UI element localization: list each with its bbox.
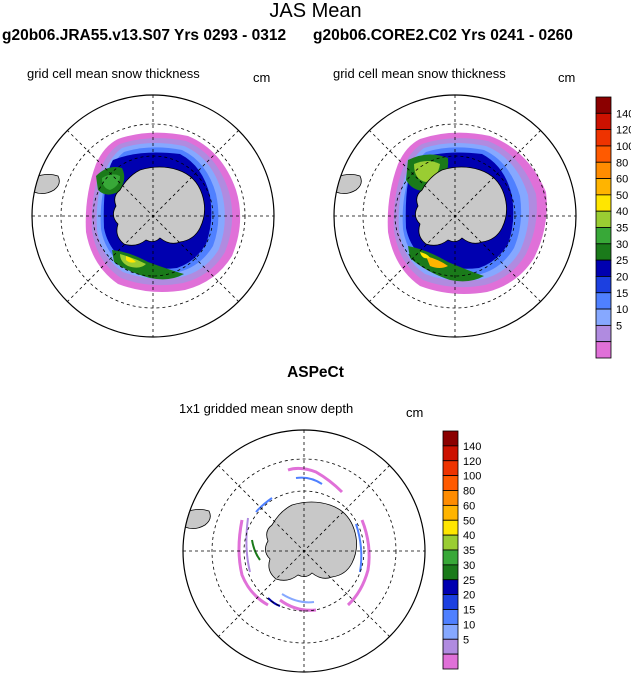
colorbar-swatch (595, 145, 612, 163)
bottom-panel-title: 1x1 gridded mean snow depth (179, 401, 354, 416)
colorbar-swatch (442, 653, 459, 670)
colorbar-swatch (595, 96, 612, 114)
colorbar-swatch (442, 579, 459, 596)
colorbar-label: 5 (463, 634, 469, 646)
colorbar-swatch (442, 475, 459, 491)
colorbar-swatch (442, 623, 459, 640)
colorbar-label: 60 (616, 174, 628, 186)
colorbar-label: 10 (463, 619, 475, 631)
colorbar-label: 100 (463, 471, 481, 483)
map-left-border (31, 94, 275, 338)
colorbar-swatch (442, 594, 459, 610)
map-bottom-border (182, 429, 426, 673)
colorbar-label: 60 (463, 500, 475, 512)
colorbar-swatch (442, 430, 459, 447)
snow-band-50 (420, 252, 430, 259)
colorbar-label: 80 (463, 486, 475, 498)
colorbar-swatch (595, 178, 612, 196)
observation-title: ASPeCt (287, 364, 344, 381)
antarctica-land (415, 166, 507, 246)
colorbar-label: 25 (463, 575, 475, 587)
colorbar-swatch (442, 564, 459, 581)
colorbar-swatch (442, 490, 459, 506)
colorbar-swatch (595, 161, 612, 179)
map-right (334, 95, 576, 337)
colorbar-label: 15 (616, 288, 628, 300)
colorbar-label: 50 (463, 515, 475, 527)
colorbar-swatch (595, 129, 612, 147)
left-case-title: g20b06.JRA55.v13.S07 Yrs 0293 - 0312 (2, 27, 287, 44)
colorbar-swatch (595, 308, 612, 326)
colorbar-label: 30 (616, 239, 628, 251)
colorbar-label: 40 (616, 206, 628, 218)
colorbar-label: 20 (616, 271, 628, 283)
colorbar-swatch (595, 227, 612, 245)
bottom-panel-unit: cm (406, 405, 424, 420)
colorbar-swatch (442, 445, 459, 462)
colorbar-swatch (595, 210, 612, 228)
colorbar-bottom: 140 120 100 80 60 50 40 35 30 25 20 15 10 5 (442, 430, 481, 670)
colorbar-label: 120 (616, 125, 631, 137)
colorbar-swatch (442, 638, 459, 655)
colorbar-swatch (442, 519, 459, 536)
map-bottom (183, 430, 425, 672)
colorbar-swatch (595, 292, 612, 310)
colorbar-swatch (595, 243, 612, 261)
left-panel-unit: cm (253, 70, 271, 85)
colorbar-swatch (442, 460, 459, 477)
colorbar-swatch (595, 112, 612, 131)
colorbar-swatch (442, 609, 459, 625)
colorbar-label: 35 (616, 223, 628, 235)
colorbar-label: 40 (463, 530, 475, 542)
snow-band-50 (126, 256, 136, 263)
colorbar-swatch (595, 341, 612, 359)
right-panel-title: grid cell mean snow thickness (333, 66, 506, 81)
map-left (32, 95, 274, 337)
colorbar-label: 140 (616, 108, 631, 120)
map-right-border (333, 94, 577, 338)
snow-band-60 (426, 256, 448, 268)
colorbar-label: 140 (463, 441, 481, 453)
colorbar-swatch (442, 534, 459, 551)
colorbar-swatch (595, 276, 612, 294)
colorbar-label: 35 (463, 545, 475, 557)
colorbar-swatch (595, 259, 612, 277)
colorbar-label: 30 (463, 560, 475, 572)
right-case-title: g20b06.CORE2.C02 Yrs 0241 - 0260 (313, 27, 573, 44)
colorbar-label: 10 (616, 304, 628, 316)
observation-tracks (237, 466, 371, 612)
figure-title: JAS Mean (269, 0, 362, 22)
colorbar-swatch (595, 194, 612, 212)
colorbar-swatch (595, 324, 612, 343)
antarctica-land (113, 166, 205, 246)
colorbar-label: 80 (616, 157, 628, 169)
colorbar-label: 100 (616, 141, 631, 153)
colorbar-label: 5 (616, 320, 622, 332)
colorbar-top: 140 120 100 80 60 50 40 35 30 25 20 15 10 5 (595, 96, 631, 359)
colorbar-label: 50 (616, 190, 628, 202)
colorbar-label: 20 (463, 590, 475, 602)
colorbar-label: 25 (616, 255, 628, 267)
colorbar-swatch (442, 504, 459, 521)
right-panel-unit: cm (558, 70, 576, 85)
colorbar-label: 15 (463, 605, 475, 617)
colorbar-label: 120 (463, 456, 481, 468)
left-panel-title: grid cell mean snow thickness (27, 66, 200, 81)
colorbar-swatch (442, 549, 459, 566)
